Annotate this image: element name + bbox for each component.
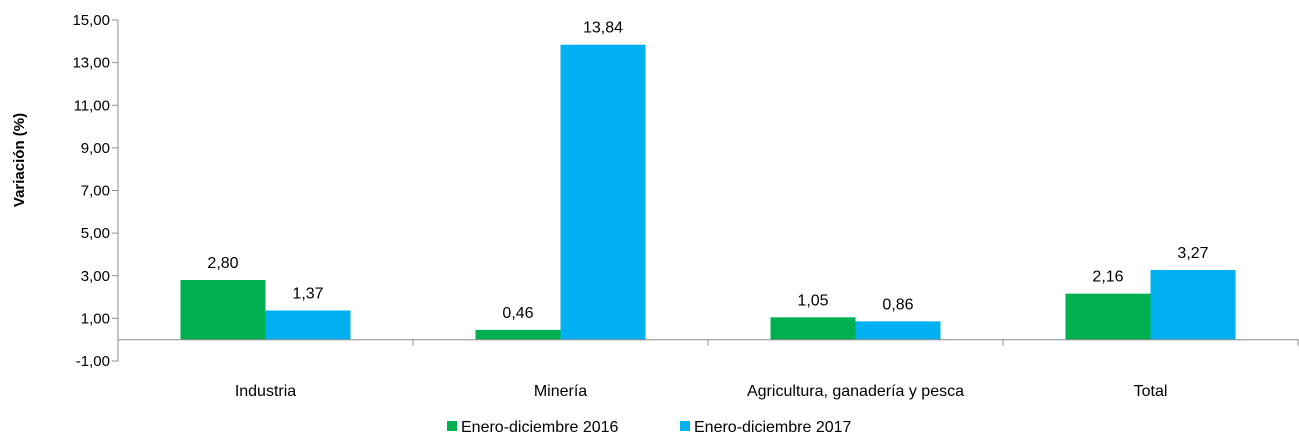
bar-2016 <box>180 280 266 340</box>
bar-2017 <box>560 44 646 340</box>
legend: Enero-diciembre 2016 Enero-diciembre 2017 <box>447 419 852 436</box>
y-tick-label: 13,00 <box>72 55 110 72</box>
axes <box>117 20 1299 361</box>
y-tick-label: 1,00 <box>81 310 110 327</box>
data-label: 1,05 <box>797 292 828 309</box>
bar-2017 <box>265 310 351 340</box>
legend-label: Enero-diciembre 2017 <box>694 419 852 436</box>
y-axis-title: Variación (%) <box>11 113 28 207</box>
legend-label: Enero-diciembre 2016 <box>461 419 619 436</box>
data-label: 0,86 <box>882 296 913 313</box>
y-tick-label: 5,00 <box>81 225 110 242</box>
bar-2016 <box>770 317 856 340</box>
data-label: 1,37 <box>292 285 323 302</box>
category-label: Agricultura, ganadería y pesca <box>747 383 964 400</box>
y-axis-ticks: -1,00 1,00 3,00 5,00 7,00 9,00 11,00 13,00 15,00 <box>72 12 118 370</box>
y-tick-label: 15,00 <box>72 12 110 29</box>
category-labels: Industria Minería Agricultura, ganadería y… <box>235 383 1168 400</box>
bar-2016 <box>1065 293 1151 340</box>
data-label: 2,80 <box>207 255 238 272</box>
data-labels: 2,80 1,37 0,46 13,84 1,05 0,86 2,16 3,27 <box>207 20 1208 322</box>
y-tick-label: 11,00 <box>74 97 110 114</box>
bar-2017 <box>1150 269 1236 340</box>
bars <box>180 44 1236 340</box>
data-label: 13,84 <box>583 20 623 37</box>
bar-2017 <box>855 321 941 340</box>
category-label: Industria <box>235 383 296 400</box>
bar-2016 <box>475 329 561 340</box>
y-tick-label: 3,00 <box>81 268 110 285</box>
data-label: 0,46 <box>502 305 533 322</box>
data-label: 3,27 <box>1177 245 1208 262</box>
data-label: 2,16 <box>1092 269 1123 286</box>
y-tick-label: 9,00 <box>81 140 110 157</box>
legend-swatch <box>680 421 690 431</box>
y-tick-label: -1,00 <box>76 353 110 370</box>
y-tick-label: 7,00 <box>81 183 110 200</box>
legend-swatch <box>447 421 457 431</box>
category-label: Minería <box>534 383 587 400</box>
category-label: Total <box>1134 383 1168 400</box>
